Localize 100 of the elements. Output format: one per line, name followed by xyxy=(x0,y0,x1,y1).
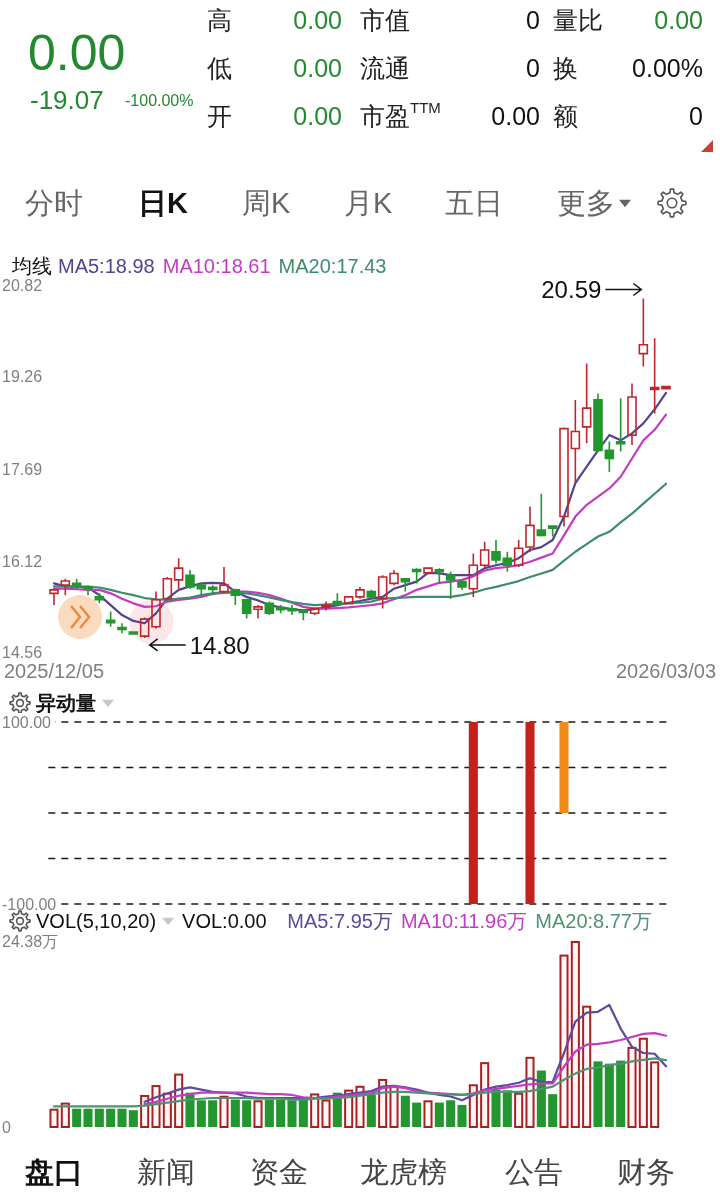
text: 0.00 xyxy=(293,6,342,34)
text: 财务 xyxy=(617,1156,675,1188)
text: 盘口 xyxy=(24,1156,83,1188)
text: 换 xyxy=(553,54,578,82)
text: 市值 xyxy=(360,6,410,34)
text: 0.00 xyxy=(293,54,342,82)
y-tick-label: 24.38万 xyxy=(2,932,59,950)
text: 五日 xyxy=(445,187,503,219)
y-tick-label: 0 xyxy=(2,1118,11,1136)
bar xyxy=(616,1060,626,1127)
candlestick xyxy=(604,440,615,473)
y-tick-label: 14.56 xyxy=(2,643,43,661)
candlestick xyxy=(264,600,275,616)
candlestick xyxy=(83,584,93,596)
bar xyxy=(230,1099,240,1127)
candlestick xyxy=(434,567,445,585)
bar xyxy=(208,1100,218,1127)
bar xyxy=(106,1108,116,1127)
candlestick xyxy=(94,592,105,605)
candlestick xyxy=(400,577,411,593)
bar xyxy=(242,1100,252,1127)
bar xyxy=(196,1100,206,1127)
candlestick xyxy=(185,569,195,590)
bar xyxy=(502,1090,512,1127)
y-tick-label: 100.00 xyxy=(2,713,52,731)
candlestick xyxy=(536,492,547,538)
text: -100.00% xyxy=(125,91,194,109)
bar xyxy=(650,1061,660,1128)
line-series xyxy=(143,1003,668,1103)
candlestick xyxy=(128,631,139,636)
y-tick-label: 17.69 xyxy=(2,460,43,477)
candlestick xyxy=(423,566,433,575)
text: MA5:18.98 xyxy=(58,255,155,277)
line-series xyxy=(52,1057,668,1108)
text: 新闻 xyxy=(137,1156,195,1188)
candlestick xyxy=(502,550,513,573)
text: 周K xyxy=(242,187,291,219)
bar xyxy=(49,1108,59,1128)
candlestick xyxy=(321,600,331,612)
x-tick-label: 2026/03/03 xyxy=(615,660,717,682)
text: 额 xyxy=(553,102,578,130)
bar xyxy=(253,1100,263,1128)
line-series xyxy=(143,1032,668,1106)
bar xyxy=(604,1063,614,1127)
text: 市盈$^{TTM}$ xyxy=(360,99,441,130)
candlestick xyxy=(593,392,603,453)
candlestick xyxy=(49,587,59,606)
candlestick xyxy=(219,566,229,594)
bar xyxy=(627,1046,637,1128)
text: 开 xyxy=(207,102,232,130)
bar xyxy=(593,1061,603,1127)
bar xyxy=(514,1092,524,1128)
chart-title: 异动量 xyxy=(35,692,96,714)
text: 0.00 xyxy=(293,102,342,130)
y-tick-label: 19.26 xyxy=(2,367,43,385)
chart-title: VOL(5,10,20) xyxy=(36,910,157,932)
text: 更多 xyxy=(557,187,615,219)
bar xyxy=(491,1089,501,1127)
bar xyxy=(219,1095,229,1128)
text: MA20:17.43 xyxy=(278,255,387,277)
bar xyxy=(570,941,580,1128)
y-tick-label: -100.00 xyxy=(2,895,57,913)
candlestick xyxy=(559,426,569,528)
text: 0 xyxy=(526,54,540,82)
candlestick xyxy=(389,569,399,586)
bar xyxy=(480,1062,490,1128)
bar xyxy=(366,1094,376,1127)
candlestick xyxy=(343,595,354,605)
candlestick xyxy=(355,586,365,600)
candlestick xyxy=(117,622,127,635)
candlestick xyxy=(139,616,150,639)
bar xyxy=(446,1100,456,1127)
annotation: 20.59 xyxy=(541,275,602,303)
text: MA20:8.77万 xyxy=(535,910,652,932)
text: 高 xyxy=(207,6,232,34)
candlestick xyxy=(196,582,207,596)
text: 公告 xyxy=(505,1156,563,1188)
bar xyxy=(287,1100,297,1127)
bar xyxy=(525,1056,535,1128)
text: 0.00 xyxy=(28,25,126,81)
bar xyxy=(389,1085,399,1128)
bar xyxy=(94,1108,104,1127)
candlestick xyxy=(332,592,343,606)
bar xyxy=(434,1102,444,1127)
text: 月K xyxy=(344,187,393,219)
candlestick xyxy=(615,397,626,453)
y-tick-label: 20.82 xyxy=(2,276,43,294)
candlestick xyxy=(241,597,252,620)
candlestick xyxy=(71,577,82,591)
text: 低 xyxy=(207,54,232,82)
candlestick xyxy=(173,557,184,590)
text: VOL:0.00 xyxy=(182,910,267,932)
bar xyxy=(298,1099,308,1127)
x-tick-label: 2025/12/05 xyxy=(3,660,105,682)
bar xyxy=(400,1095,410,1127)
candlestick xyxy=(491,539,501,565)
candlestick xyxy=(457,579,467,591)
candlestick xyxy=(570,399,581,484)
bar xyxy=(582,1005,592,1128)
candlestick xyxy=(649,337,660,415)
